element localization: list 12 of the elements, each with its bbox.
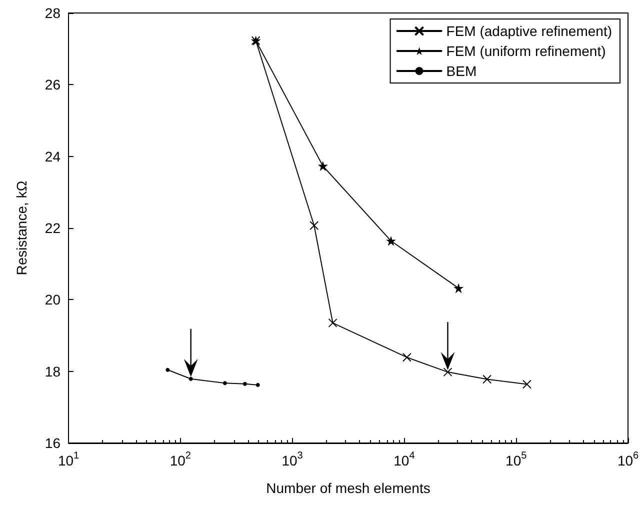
- y-axis-title: Resistance, kΩ: [14, 180, 30, 276]
- legend-label: FEM (uniform refinement): [446, 43, 606, 59]
- y-tick-label: 24: [44, 148, 61, 164]
- y-tick-label: 22: [44, 220, 61, 236]
- y-tick-label: 26: [44, 76, 61, 93]
- legend-label: BEM: [446, 63, 477, 79]
- y-tick-label: 18: [44, 363, 61, 380]
- y-tick-label: 28: [44, 5, 61, 21]
- legend-label: FEM (adaptive refinement): [446, 23, 612, 39]
- y-tick-label: 16: [44, 435, 61, 451]
- y-tick-label: 20: [44, 292, 61, 308]
- x-axis-title: Number of mesh elements: [266, 480, 430, 496]
